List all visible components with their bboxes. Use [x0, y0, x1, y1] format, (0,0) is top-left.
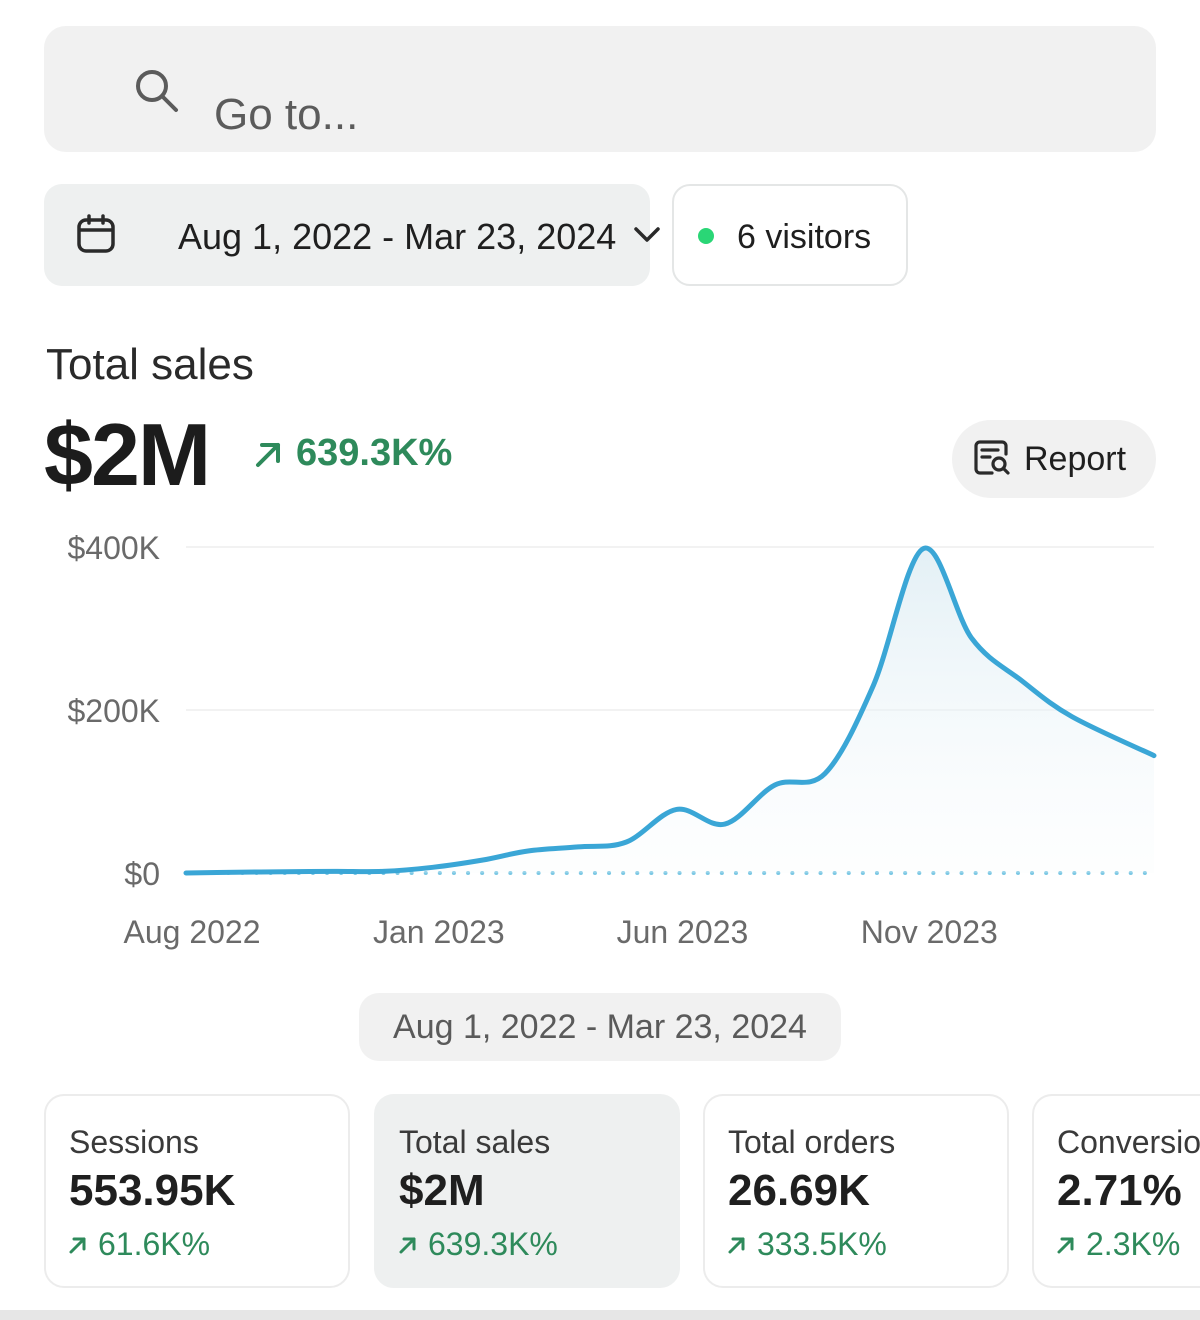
- arrow-up-right-icon: [69, 1237, 86, 1253]
- live-status-dot: [698, 228, 714, 244]
- y-tick-label: $200K: [67, 693, 160, 729]
- sales-area: [186, 548, 1154, 873]
- metric-name: Total orders: [728, 1124, 896, 1160]
- metric-change: 61.6K%: [68, 1226, 210, 1263]
- x-tick-label: Jan 2023: [373, 914, 505, 950]
- report-label: Report: [1024, 440, 1127, 478]
- metric-change-label: 2.3K%: [1086, 1226, 1181, 1262]
- calendar-icon: [77, 214, 115, 253]
- search-bar[interactable]: Go to...: [44, 26, 1156, 152]
- arrow-up-right-icon: [728, 1237, 745, 1253]
- metric-value: 26.69K: [728, 1166, 870, 1215]
- metric-value: $2M: [399, 1166, 485, 1215]
- metric-card-total-orders[interactable]: Total orders 26.69K 333.5K%: [703, 1094, 1009, 1288]
- x-tick-label: Nov 2023: [861, 914, 998, 950]
- report-button[interactable]: Report: [952, 420, 1156, 498]
- metric-value: 553.95K: [69, 1166, 236, 1215]
- bottom-divider: [0, 1310, 1200, 1320]
- chevron-down-icon: [634, 227, 660, 242]
- metric-change: 639.3K%: [398, 1226, 558, 1263]
- chart-range-label: Aug 1, 2022 - Mar 23, 2024: [359, 993, 841, 1061]
- metric-change-label: 333.5K%: [757, 1226, 887, 1262]
- search-icon: [136, 70, 178, 112]
- arrow-up-right-icon: [399, 1237, 416, 1253]
- metric-card-total-sales[interactable]: Total sales $2M 639.3K%: [374, 1094, 680, 1288]
- arrow-up-right-icon: [256, 442, 280, 467]
- y-tick-label: $0: [124, 856, 160, 892]
- sales-line: [183, 545, 1157, 876]
- report-search-icon: [974, 440, 1010, 475]
- total-sales-value: $2M: [44, 405, 211, 504]
- total-sales-change: 639.3K%: [252, 432, 452, 475]
- metric-change: 2.3K%: [1056, 1226, 1180, 1263]
- metric-name: Conversion rate: [1057, 1124, 1200, 1160]
- metric-name: Sessions: [69, 1124, 199, 1160]
- metric-card-sessions[interactable]: Sessions 553.95K 61.6K%: [44, 1094, 350, 1288]
- visitors-label: 6 visitors: [737, 218, 872, 256]
- metric-value: 2.71%: [1057, 1166, 1182, 1215]
- y-tick-label: $400K: [67, 530, 160, 566]
- live-visitors-button[interactable]: 6 visitors: [672, 184, 908, 286]
- section-title: Total sales: [46, 340, 254, 389]
- arrow-up-right-icon: [1057, 1237, 1074, 1253]
- date-range-button[interactable]: Aug 1, 2022 - Mar 23, 2024: [44, 184, 660, 286]
- x-tick-label: Aug 2022: [123, 914, 260, 950]
- total-sales-change-label: 639.3K%: [296, 432, 453, 474]
- sales-chart: $400K $200K $0 Aug 2022 Jan 2023 Jun 2023 Nov…: [67, 530, 1157, 950]
- x-tick-label: Jun 2023: [617, 914, 749, 950]
- metric-name: Total sales: [399, 1124, 551, 1160]
- metric-card-conversion-rate[interactable]: Conversion rate 2.71% 2.3K%: [1032, 1094, 1200, 1288]
- metric-change: 333.5K%: [727, 1226, 887, 1263]
- date-range-label: Aug 1, 2022 - Mar 23, 2024: [178, 216, 617, 257]
- search-placeholder: Go to...: [214, 90, 359, 139]
- metric-change-label: 639.3K%: [428, 1226, 558, 1262]
- metric-change-label: 61.6K%: [98, 1226, 211, 1262]
